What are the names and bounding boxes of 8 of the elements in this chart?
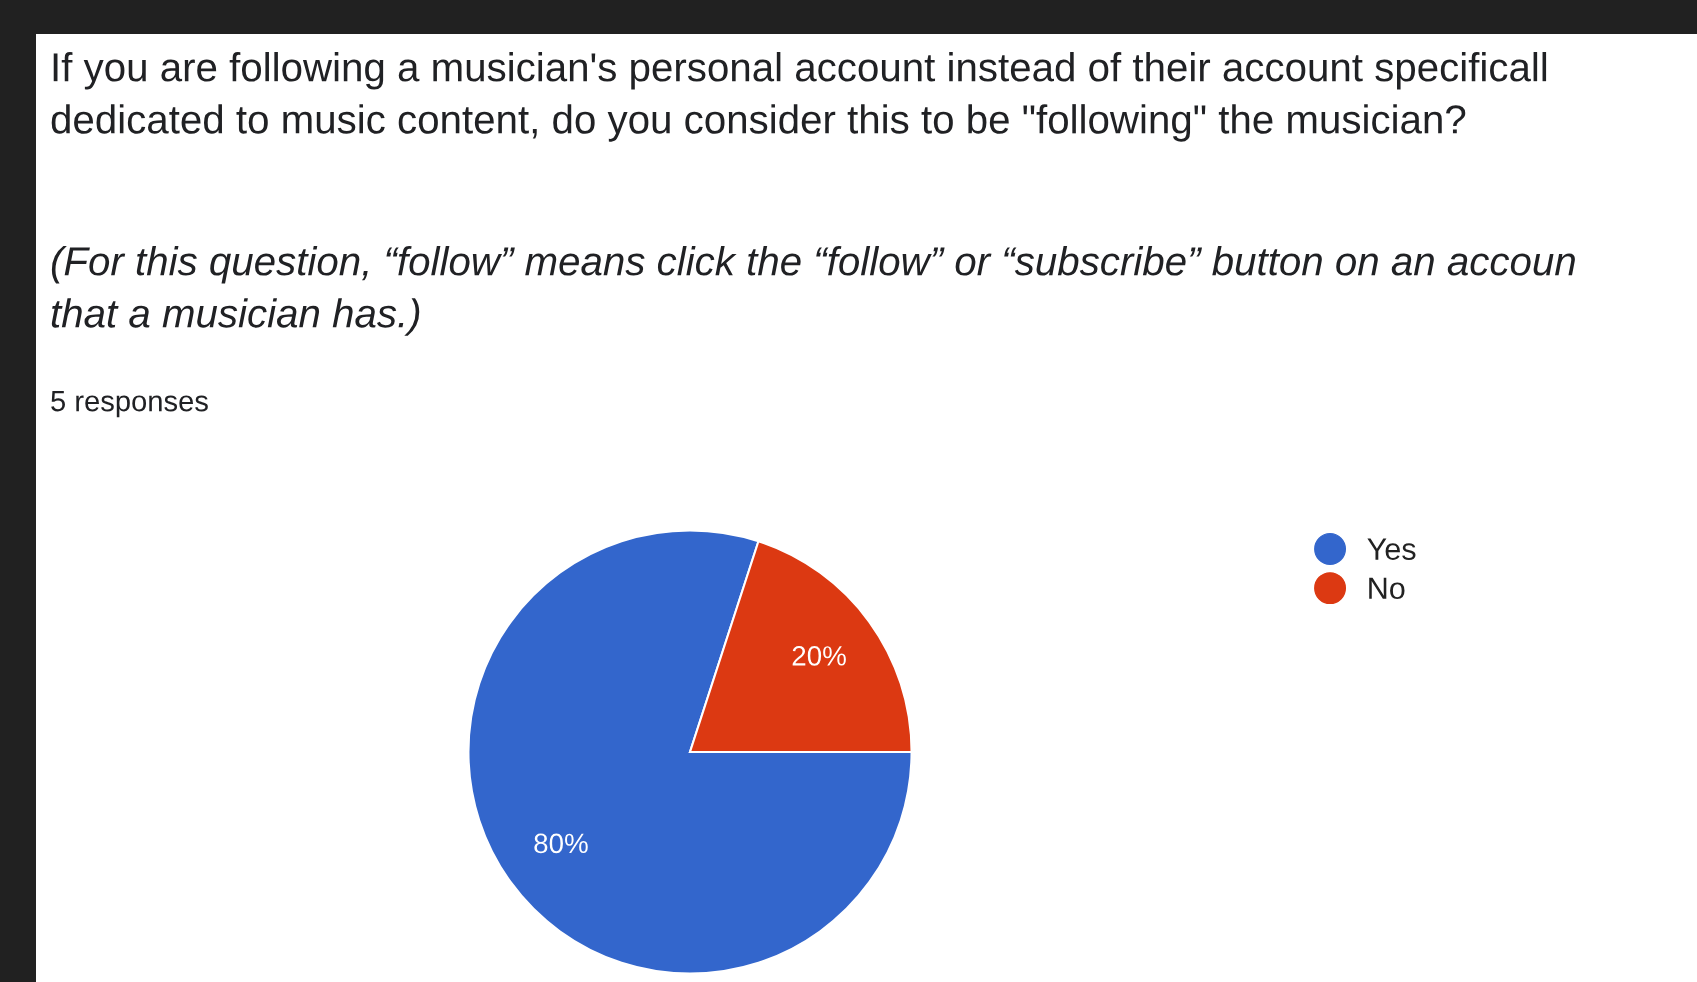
legend-label: Yes [1367,538,1416,560]
chart-title: If you are following a musician's personal account instead of their account specificall dedicated to music content, do you consider this to be "following" the musician? [51,52,1547,142]
chart-subtitle: (For this question, “follow” means click the “follow” or “subscribe” button on an accoun that a musician has.) [51,246,1575,336]
text: 5 responses [51,391,208,418]
data-label: 80% [534,833,588,854]
data-label: 20% [792,646,846,666]
legend-label: No [1369,577,1405,600]
pie-slice [467,529,913,975]
